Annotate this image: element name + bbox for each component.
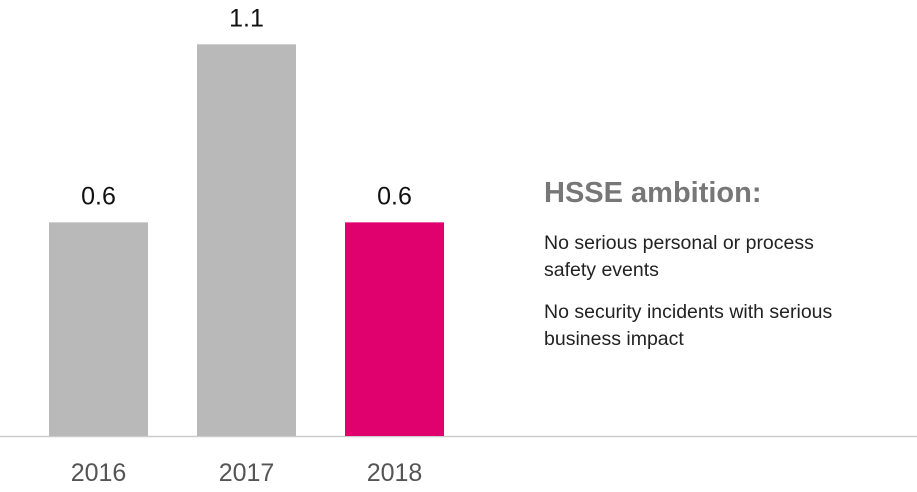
value-label-2018: 0.6 [377, 182, 412, 210]
value-label-2017: 1.1 [229, 4, 264, 32]
value-label-2016: 0.6 [81, 182, 116, 210]
hsse-ambition-panel: HSSE ambition: No serious personal or pr… [544, 176, 904, 368]
ambition-item-security: No security incidents with serious busin… [544, 301, 833, 350]
x-tick-label-2016: 2016 [71, 459, 127, 487]
bar-2018 [345, 222, 444, 436]
bar-2016 [49, 222, 148, 436]
tick-labels-group: 2016 2017 2018 [71, 459, 423, 487]
bar-2017 [197, 44, 296, 436]
ambition-item-safety: No serious personal or process safety ev… [544, 232, 814, 281]
hsse-ambition-title: HSSE ambition: [544, 177, 762, 209]
bars-group [49, 44, 444, 436]
x-tick-label-2018: 2018 [367, 459, 423, 487]
x-tick-label-2017: 2017 [219, 459, 275, 487]
value-labels-group: 0.6 1.1 0.6 [81, 4, 412, 210]
